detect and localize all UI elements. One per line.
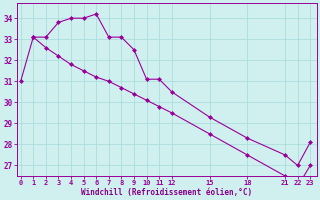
X-axis label: Windchill (Refroidissement éolien,°C): Windchill (Refroidissement éolien,°C): [81, 188, 252, 197]
